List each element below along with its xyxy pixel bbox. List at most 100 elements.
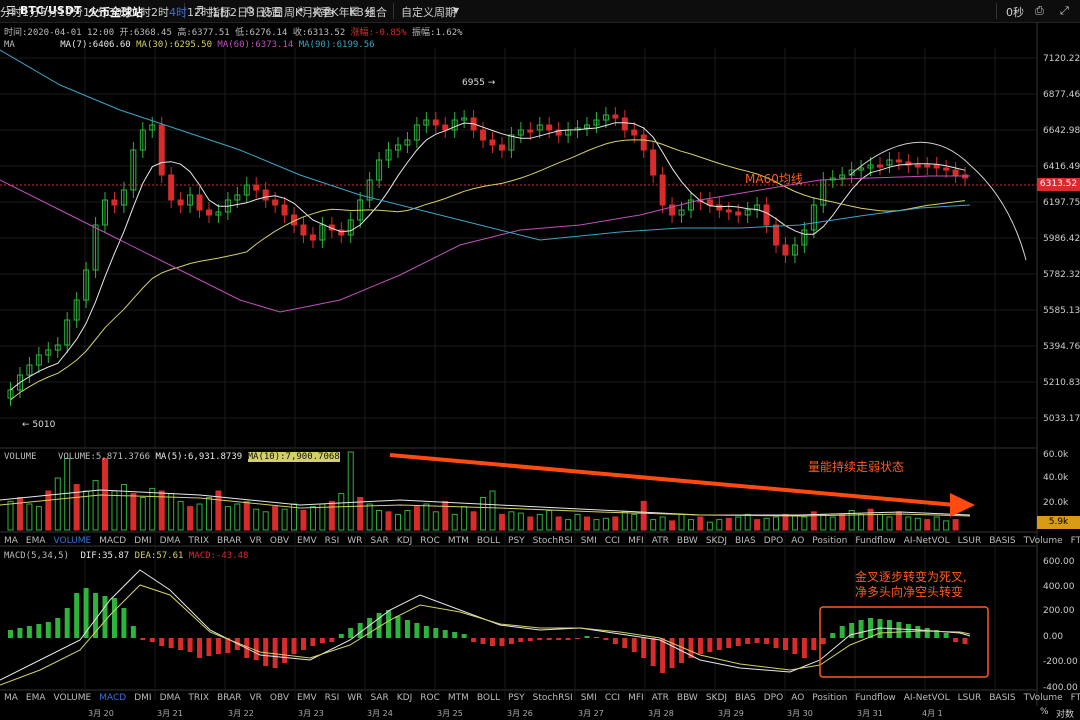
indicator-tab[interactable]: BRAR: [217, 536, 242, 546]
indicator-tab[interactable]: WR: [347, 693, 363, 703]
indicator-tab[interactable]: BOLL: [476, 693, 501, 703]
indicator-tab[interactable]: BIAS: [735, 693, 756, 703]
timeframe-11[interactable]: 2日: [230, 6, 248, 19]
timeframe-4[interactable]: 15分: [83, 6, 108, 19]
timeframe-3[interactable]: 10分: [58, 6, 83, 19]
camera-icon[interactable]: ⎙: [1035, 4, 1044, 17]
indicator-tab[interactable]: MA: [4, 693, 18, 703]
indicator-tab[interactable]: TRIX: [188, 693, 209, 703]
indicator-tab[interactable]: VOLUME: [53, 536, 92, 546]
indicator-tab[interactable]: MACD: [99, 693, 127, 703]
settings-button[interactable]: 设置: [260, 6, 282, 19]
indicator-tab[interactable]: TVolume: [1023, 536, 1063, 546]
indicator-tab[interactable]: SMI: [580, 693, 597, 703]
indicator-tab[interactable]: DPO: [763, 536, 784, 546]
timeframe-1[interactable]: 1分: [22, 6, 40, 19]
exchange-label[interactable]: 火币全球站: [88, 6, 143, 19]
indicator-tab[interactable]: OBV: [269, 693, 290, 703]
indicator-tab[interactable]: PSY: [508, 536, 525, 546]
indicator-tab[interactable]: TRIX: [188, 536, 209, 546]
indicator-tab[interactable]: CCI: [604, 693, 621, 703]
timeframe-16[interactable]: 季K: [320, 6, 339, 19]
indicator-tab[interactable]: BBW: [676, 693, 698, 703]
indicator-tab[interactable]: LSUR: [957, 693, 982, 703]
indicator-tab[interactable]: MFI: [628, 536, 644, 546]
indicator-tab[interactable]: SKDJ: [705, 536, 728, 546]
timeframe-5[interactable]: 30分: [108, 6, 133, 19]
fullscreen-icon[interactable]: ⤢: [1060, 4, 1069, 17]
indicator-tab[interactable]: WR: [347, 536, 363, 546]
indicator-tab[interactable]: ATR: [651, 536, 669, 546]
indicator-tab[interactable]: ROC: [420, 536, 440, 546]
timeframe-10[interactable]: 1日: [212, 6, 230, 19]
indicator-tab[interactable]: Fundflow: [855, 536, 896, 546]
timeframe-12[interactable]: 3日: [248, 6, 266, 19]
indicator-tab[interactable]: RSI: [324, 536, 340, 546]
indicator-tab[interactable]: DMI: [134, 693, 152, 703]
indicator-tab[interactable]: OBV: [269, 536, 290, 546]
pair-label[interactable]: BTC/USDT: [20, 4, 82, 17]
indicator-tab[interactable]: AO: [791, 536, 805, 546]
timeframe-8[interactable]: 4时: [169, 6, 187, 19]
indicator-tab[interactable]: AI-NetVOL: [903, 693, 950, 703]
indicator-tab[interactable]: BBW: [676, 536, 698, 546]
indicator-tab[interactable]: TVolume: [1023, 693, 1063, 703]
timeframe-2[interactable]: 5分: [40, 6, 58, 19]
indicator-tab[interactable]: AI-NetVOL: [903, 536, 950, 546]
indicators-button[interactable]: 指标: [209, 6, 231, 19]
indicator-tab[interactable]: SAR: [370, 693, 389, 703]
indicator-tab[interactable]: SKDJ: [705, 693, 728, 703]
indicator-tab[interactable]: AO: [791, 693, 805, 703]
indicator-tab[interactable]: MTM: [447, 536, 469, 546]
indicator-tab[interactable]: Position: [812, 693, 848, 703]
indicator-tab[interactable]: EMA: [25, 536, 46, 546]
indicator-tab[interactable]: KDJ: [396, 693, 413, 703]
indicator-tab[interactable]: DMI: [134, 536, 152, 546]
indicator-tab[interactable]: DMA: [159, 536, 181, 546]
timeframe-17[interactable]: 年K: [338, 6, 357, 19]
timeframe-14[interactable]: 周K: [284, 6, 303, 19]
indicator-tab[interactable]: StochRSI: [532, 536, 573, 546]
indicator-tab[interactable]: VOLUME: [53, 693, 92, 703]
indicator-tab[interactable]: KDJ: [396, 536, 413, 546]
theme-button[interactable]: 亮色: [312, 6, 334, 19]
indicator-tab[interactable]: MA: [4, 536, 18, 546]
timeframe-13[interactable]: 5日: [266, 6, 284, 19]
indicator-tab[interactable]: LSUR: [957, 536, 982, 546]
log-toggle[interactable]: 对数: [1056, 710, 1075, 720]
timeframe-0[interactable]: 分时: [0, 6, 22, 19]
indicator-tab[interactable]: MTM: [447, 693, 469, 703]
indicator-tab[interactable]: BASIS: [989, 536, 1016, 546]
indicator-tab[interactable]: Position: [812, 536, 848, 546]
indicator-tab[interactable]: DMA: [159, 693, 181, 703]
indicator-tab[interactable]: ATR: [651, 693, 669, 703]
pct-toggle[interactable]: %: [1040, 707, 1049, 717]
timeframe-6[interactable]: 1时: [133, 6, 151, 19]
custom-period-dropdown[interactable]: 自定义周期: [401, 6, 456, 19]
indicator-tab[interactable]: BRAR: [217, 693, 242, 703]
indicator-tab[interactable]: MACD: [99, 536, 127, 546]
indicator-tab[interactable]: Fundflow: [855, 693, 896, 703]
indicator-tab[interactable]: PSY: [508, 693, 525, 703]
indicator-tab[interactable]: EMA: [25, 693, 46, 703]
indicator-tab[interactable]: SAR: [370, 536, 389, 546]
indicator-tab[interactable]: VR: [249, 693, 262, 703]
indicator-tab[interactable]: ROC: [420, 693, 440, 703]
combo-button[interactable]: 组合: [365, 6, 387, 19]
timeframe-15[interactable]: 月K: [302, 6, 321, 19]
indicator-tab[interactable]: BASIS: [989, 693, 1016, 703]
timeframe-18[interactable]: 3分: [356, 6, 375, 19]
indicator-tab[interactable]: MFI: [628, 693, 644, 703]
timeframe-9[interactable]: 12时: [187, 6, 212, 19]
indicator-tab[interactable]: SMI: [580, 536, 597, 546]
indicator-tab[interactable]: FTBS: [1070, 693, 1080, 703]
indicator-tab[interactable]: DPO: [763, 693, 784, 703]
indicator-tab[interactable]: BOLL: [476, 536, 501, 546]
indicator-tab[interactable]: EMV: [297, 693, 317, 703]
indicator-tab[interactable]: CCI: [604, 536, 621, 546]
indicator-tab[interactable]: RSI: [324, 693, 340, 703]
timeframe-7[interactable]: 2时: [151, 6, 169, 19]
indicator-tab[interactable]: EMV: [297, 536, 317, 546]
indicator-tab[interactable]: VR: [249, 536, 262, 546]
